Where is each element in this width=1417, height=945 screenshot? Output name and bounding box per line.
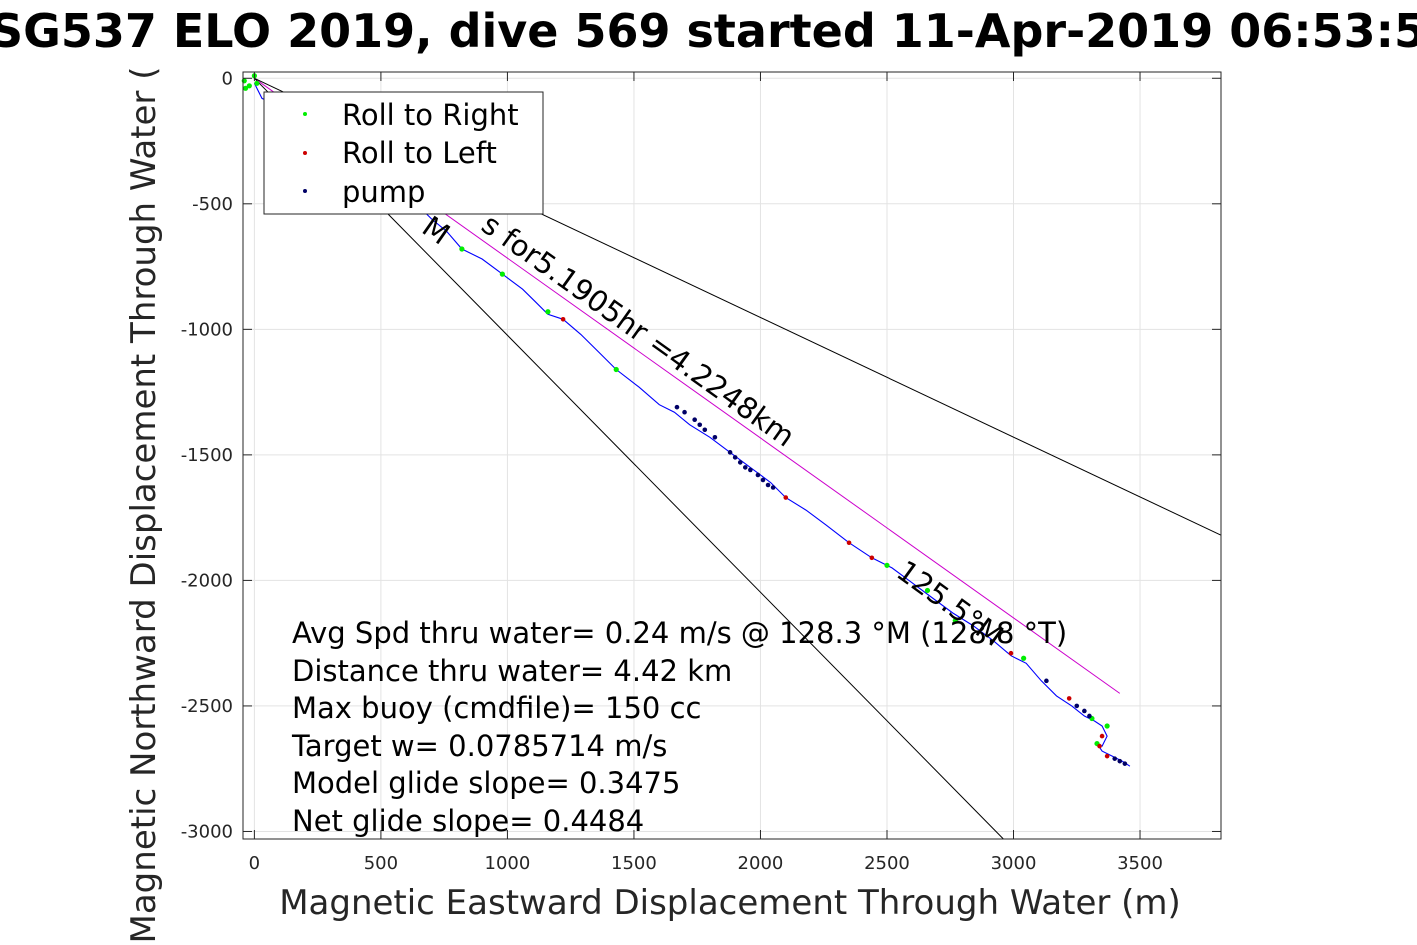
x-axis-label: Magnetic Eastward Displacement Through W… xyxy=(279,883,1181,923)
legend: Roll to Right Roll to Left pump xyxy=(263,91,544,215)
data-point xyxy=(702,427,708,433)
data-point xyxy=(1074,703,1080,709)
data-point xyxy=(760,477,766,483)
axes-box xyxy=(242,71,1222,840)
data-point xyxy=(692,417,697,423)
data-point xyxy=(712,434,718,440)
data-point xyxy=(748,467,753,473)
data-point xyxy=(952,617,958,624)
annotation-max-buoy: Max buoy (cmdfile)= 150 cc xyxy=(292,691,701,725)
data-point xyxy=(727,450,733,455)
data-point xyxy=(770,485,776,490)
y-tick-label: 0 xyxy=(222,68,233,89)
x-tick-label: 2500 xyxy=(864,853,910,874)
x-tick-label: 1000 xyxy=(485,853,531,874)
annotation-net-glide: Net glide slope= 0.4484 xyxy=(292,804,644,838)
series-line-track xyxy=(253,83,1131,767)
data-point xyxy=(254,80,260,86)
x-tick-label: 3500 xyxy=(1117,853,1163,874)
data-point xyxy=(742,465,748,470)
data-point xyxy=(1097,743,1102,749)
chart-title: SG537 ELO 2019, dive 569 started 11-Apr-… xyxy=(0,4,1417,58)
data-point xyxy=(613,366,619,373)
annotation-distance: Distance thru water= 4.42 km xyxy=(292,654,732,688)
data-point xyxy=(242,85,249,91)
x-tick-label: 3000 xyxy=(991,853,1037,874)
annotation-target-w: Target w= 0.0785714 m/s xyxy=(291,729,667,763)
data-point xyxy=(783,495,789,500)
ticks: 0 500 1000 1500 2000 2500 3000 3500 0 -500 -1000 -1… xyxy=(181,68,1221,874)
data-point xyxy=(674,404,680,410)
data-point xyxy=(1099,733,1105,739)
data-point xyxy=(1021,655,1027,661)
x-tick-label: 500 xyxy=(364,853,398,874)
annotation-block: Avg Spd thru water= 0.24 m/s @ 128.3 °M … xyxy=(291,616,1067,838)
data-point xyxy=(884,562,890,568)
data-point xyxy=(459,246,465,252)
data-point xyxy=(1087,713,1092,719)
x-tick-label: 1500 xyxy=(611,853,657,874)
data-point xyxy=(1112,756,1118,761)
data-point xyxy=(241,78,247,84)
data-point xyxy=(246,83,252,89)
data-point xyxy=(682,409,687,415)
data-point xyxy=(732,455,738,460)
data-point xyxy=(755,472,761,478)
legend-marker-pump xyxy=(303,189,307,193)
data-point xyxy=(545,309,551,315)
data-point xyxy=(1044,678,1049,684)
data-point xyxy=(499,271,505,277)
data-point xyxy=(924,587,931,594)
y-tick-label: -1000 xyxy=(181,319,233,340)
annotation-avg-speed: Avg Spd thru water= 0.24 m/s @ 128.3 °M … xyxy=(292,616,1067,650)
data-point xyxy=(1066,696,1072,701)
legend-box xyxy=(263,91,544,215)
x-tick-label: 2000 xyxy=(738,853,784,874)
y-axis-label: Magnetic Northward Displacement Through … xyxy=(124,67,164,944)
data-point xyxy=(697,422,703,428)
data-point xyxy=(869,555,875,561)
data-point xyxy=(1008,650,1014,656)
y-tick-label: -1500 xyxy=(181,445,233,466)
data-point xyxy=(560,316,566,322)
data-point xyxy=(846,540,852,546)
data-point xyxy=(737,460,743,465)
legend-label-roll-right: Roll to Right xyxy=(342,98,519,132)
data-point xyxy=(1122,761,1128,766)
legend-label-roll-left: Roll to Left xyxy=(342,136,497,170)
rotated-label: M xyxy=(416,209,456,251)
y-tick-label: -2000 xyxy=(181,570,233,591)
legend-marker-roll-left xyxy=(303,151,307,155)
rotated-label: s for5.1905hr =4.2248km xyxy=(476,207,802,454)
data-point xyxy=(765,482,771,488)
data-point xyxy=(1104,753,1110,759)
grid xyxy=(243,72,1221,839)
series-markers-pump xyxy=(674,404,1128,766)
series-markers-roll-to-right xyxy=(241,73,1110,747)
series-markers-roll-to-left xyxy=(560,316,1110,759)
data-point xyxy=(1104,723,1110,729)
legend-marker-roll-right xyxy=(303,112,307,116)
legend-label-pump: pump xyxy=(342,175,425,209)
x-tick-label: 0 xyxy=(249,853,260,874)
annotation-model-glide: Model glide slope= 0.3475 xyxy=(292,766,680,800)
y-tick-label: -3000 xyxy=(181,821,233,842)
data-point xyxy=(1082,708,1087,714)
data-point xyxy=(1117,758,1123,764)
y-tick-label: -2500 xyxy=(181,696,233,717)
y-tick-label: -500 xyxy=(192,194,233,215)
